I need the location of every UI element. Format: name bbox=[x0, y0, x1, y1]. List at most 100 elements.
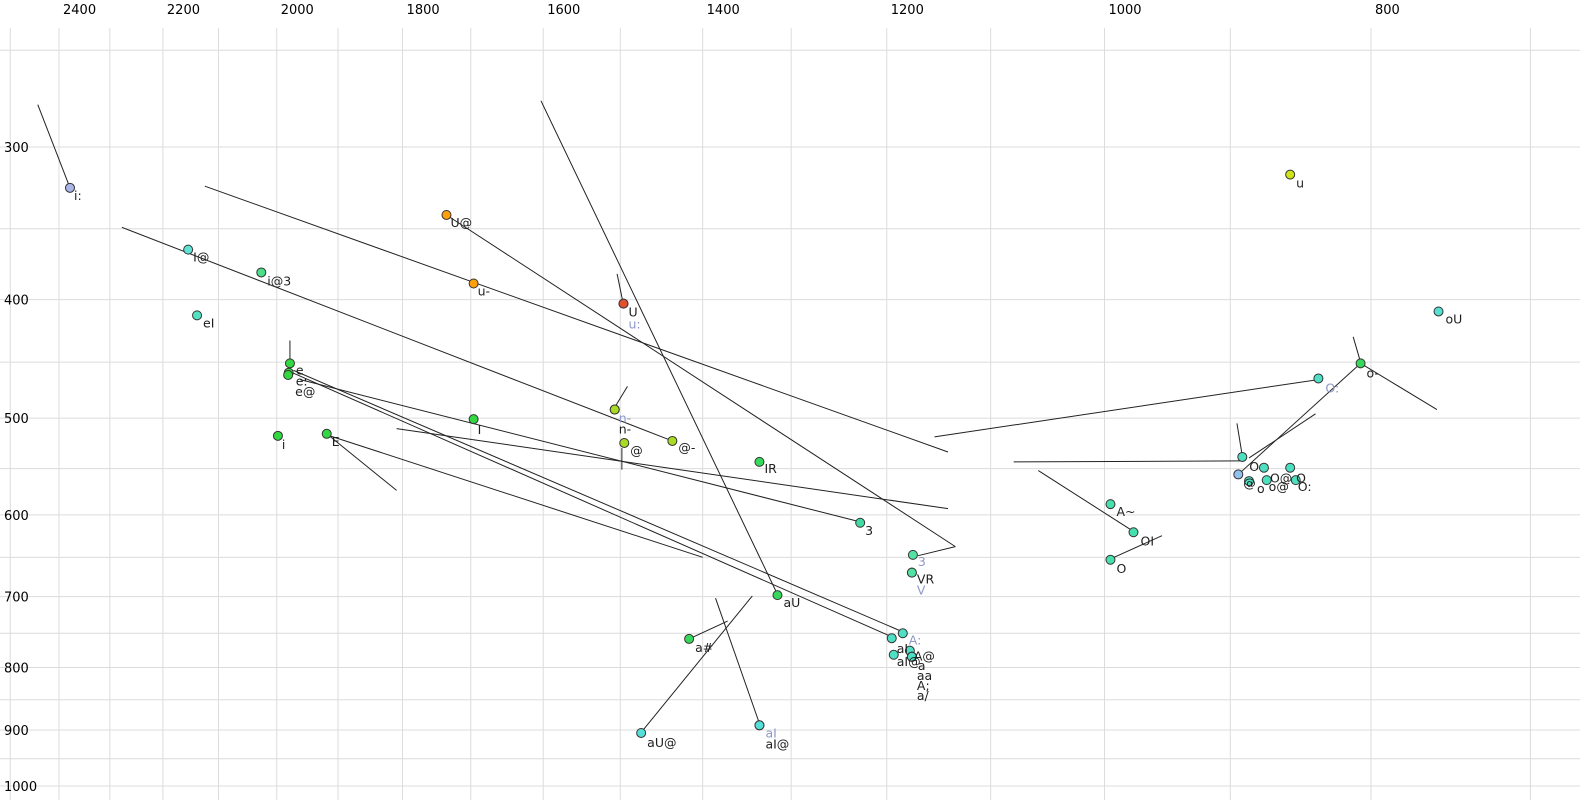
vowel-point-eI bbox=[192, 310, 203, 321]
vowel-label-aU: aU bbox=[783, 595, 800, 610]
vowel-label-aU: aU@ bbox=[647, 735, 676, 750]
trajectory-lines bbox=[37, 100, 1438, 733]
trajectory-line bbox=[640, 595, 753, 733]
vowel-label-A: A@ bbox=[914, 649, 935, 664]
vowel-label-U: U bbox=[628, 305, 637, 320]
trajectory-line bbox=[616, 273, 624, 302]
vowel-label-O: O bbox=[1296, 471, 1306, 486]
vowel-point-U bbox=[441, 209, 452, 220]
vowel-point- bbox=[667, 435, 678, 446]
vowel-point-3 bbox=[907, 549, 918, 560]
vowel-label-I: I@ bbox=[193, 250, 209, 265]
vowel-label-: @ bbox=[630, 443, 643, 458]
vowel-point-IR bbox=[754, 456, 765, 467]
vowel-point-O bbox=[1313, 373, 1324, 384]
x-tick-label: 2200 bbox=[167, 3, 200, 18]
x-tick-label: 1400 bbox=[707, 3, 740, 18]
trajectory-line bbox=[917, 546, 956, 557]
vowel-label-I: I bbox=[478, 422, 482, 437]
trajectory-line bbox=[1237, 362, 1361, 475]
vowel-point-aU bbox=[772, 590, 783, 601]
vowel-label-aa: aa bbox=[917, 668, 932, 683]
vowel-label-e: e@ bbox=[295, 384, 315, 399]
vowel-label-i: i bbox=[282, 437, 285, 452]
vowel-points bbox=[64, 169, 1444, 738]
trajectory-line bbox=[446, 214, 956, 548]
vowel-label-VR: VR bbox=[917, 572, 935, 587]
vowel-label-e: e: bbox=[296, 374, 308, 389]
vowel-label-o: o@ bbox=[1269, 479, 1289, 494]
vowel-label-O: O bbox=[1249, 459, 1259, 474]
trajectory-line bbox=[121, 226, 673, 442]
vowel-label-OI: OI bbox=[1140, 533, 1154, 548]
y-tick-label: 300 bbox=[4, 141, 29, 156]
vowel-label-i: i: bbox=[74, 188, 82, 203]
vowel-label-n: n- bbox=[619, 411, 631, 426]
vowel-label-e: e bbox=[296, 362, 304, 377]
vowel-label-oU: oU bbox=[1446, 311, 1463, 326]
vowel-label-o: o- bbox=[1367, 365, 1379, 380]
vowel-point-V bbox=[906, 567, 917, 578]
vowel-label-A: A: bbox=[909, 632, 922, 647]
vowel-point-i bbox=[272, 430, 283, 441]
vowel-point-aU bbox=[636, 727, 647, 738]
x-tick-label: 1000 bbox=[1108, 3, 1141, 18]
vowel-label-u: u: bbox=[628, 317, 640, 332]
y-tick-label: 700 bbox=[4, 591, 29, 606]
vowel-point-3 bbox=[855, 517, 866, 528]
vowel-point-O bbox=[1258, 462, 1269, 473]
vowel-point-I bbox=[468, 414, 479, 425]
y-tick-label: 500 bbox=[4, 412, 29, 427]
vowel-label-aI: aI bbox=[897, 641, 908, 656]
vowel-label-a: a# bbox=[695, 640, 713, 655]
vowel-label-u: u- bbox=[478, 284, 490, 299]
vowel-label-n: n- bbox=[619, 422, 631, 437]
vowel-point-O bbox=[1285, 462, 1296, 473]
trajectory-line bbox=[37, 104, 71, 189]
vowel-point-A bbox=[897, 628, 908, 639]
vowel-labels: i: I@ i@3 eI ee:e@ i I E U@ u- Uu: n-n- @ @- IR 3 3 VRVaU… bbox=[74, 176, 1462, 752]
x-tick-label: 1800 bbox=[407, 3, 440, 18]
vowel-label-O: O@ bbox=[1270, 471, 1292, 486]
trajectory-line bbox=[1110, 535, 1163, 560]
vowel-point-A bbox=[1105, 499, 1116, 510]
trajectory-line bbox=[292, 372, 892, 638]
vowel-point-n bbox=[609, 404, 620, 415]
vowel-label-O: O: bbox=[1325, 380, 1339, 395]
axis-tick-labels: 2400 2200 2000 1800 1600 1400 1200 1000 800 300 40… bbox=[4, 3, 1400, 795]
vowel-label-A: A~ bbox=[1116, 504, 1135, 519]
vowel-point-u bbox=[1285, 169, 1296, 180]
trajectory-line bbox=[300, 379, 861, 523]
vowel-label-eI: eI bbox=[203, 315, 214, 330]
vowel-point-O bbox=[1237, 451, 1248, 462]
y-tick-label: 900 bbox=[4, 724, 29, 739]
x-tick-label: 800 bbox=[1375, 3, 1400, 18]
trajectory-line bbox=[326, 433, 397, 491]
trajectory-line bbox=[1236, 423, 1243, 457]
vowel-label-IR: IR bbox=[764, 461, 777, 476]
vowel-point-O bbox=[1105, 554, 1116, 565]
vowel-point-i3 bbox=[256, 267, 267, 278]
vowel-point-oU bbox=[1433, 306, 1444, 317]
vowel-point-aI bbox=[754, 720, 765, 731]
vowel-label-A: A; bbox=[917, 678, 930, 693]
trajectory-line bbox=[293, 369, 903, 633]
y-tick-label: 400 bbox=[4, 294, 29, 309]
vowel-point-a bbox=[906, 651, 917, 662]
vowel-label-3: 3 bbox=[865, 523, 873, 538]
trajectory-line bbox=[1360, 362, 1438, 410]
vowel-point-e bbox=[284, 358, 295, 369]
vowel-label-aI: aI bbox=[765, 725, 776, 740]
vowel-label-3: 3 bbox=[918, 554, 926, 569]
vowel-point-O bbox=[1290, 475, 1301, 486]
vowel-point-E bbox=[321, 428, 332, 439]
trajectory-line bbox=[540, 100, 778, 595]
trajectory-line bbox=[204, 185, 949, 453]
x-tick-label: 2000 bbox=[281, 3, 314, 18]
x-tick-label: 1600 bbox=[547, 3, 580, 18]
vowel-point-aI bbox=[886, 633, 897, 644]
trajectory-line bbox=[614, 386, 628, 408]
vowel-point-e bbox=[283, 369, 294, 380]
